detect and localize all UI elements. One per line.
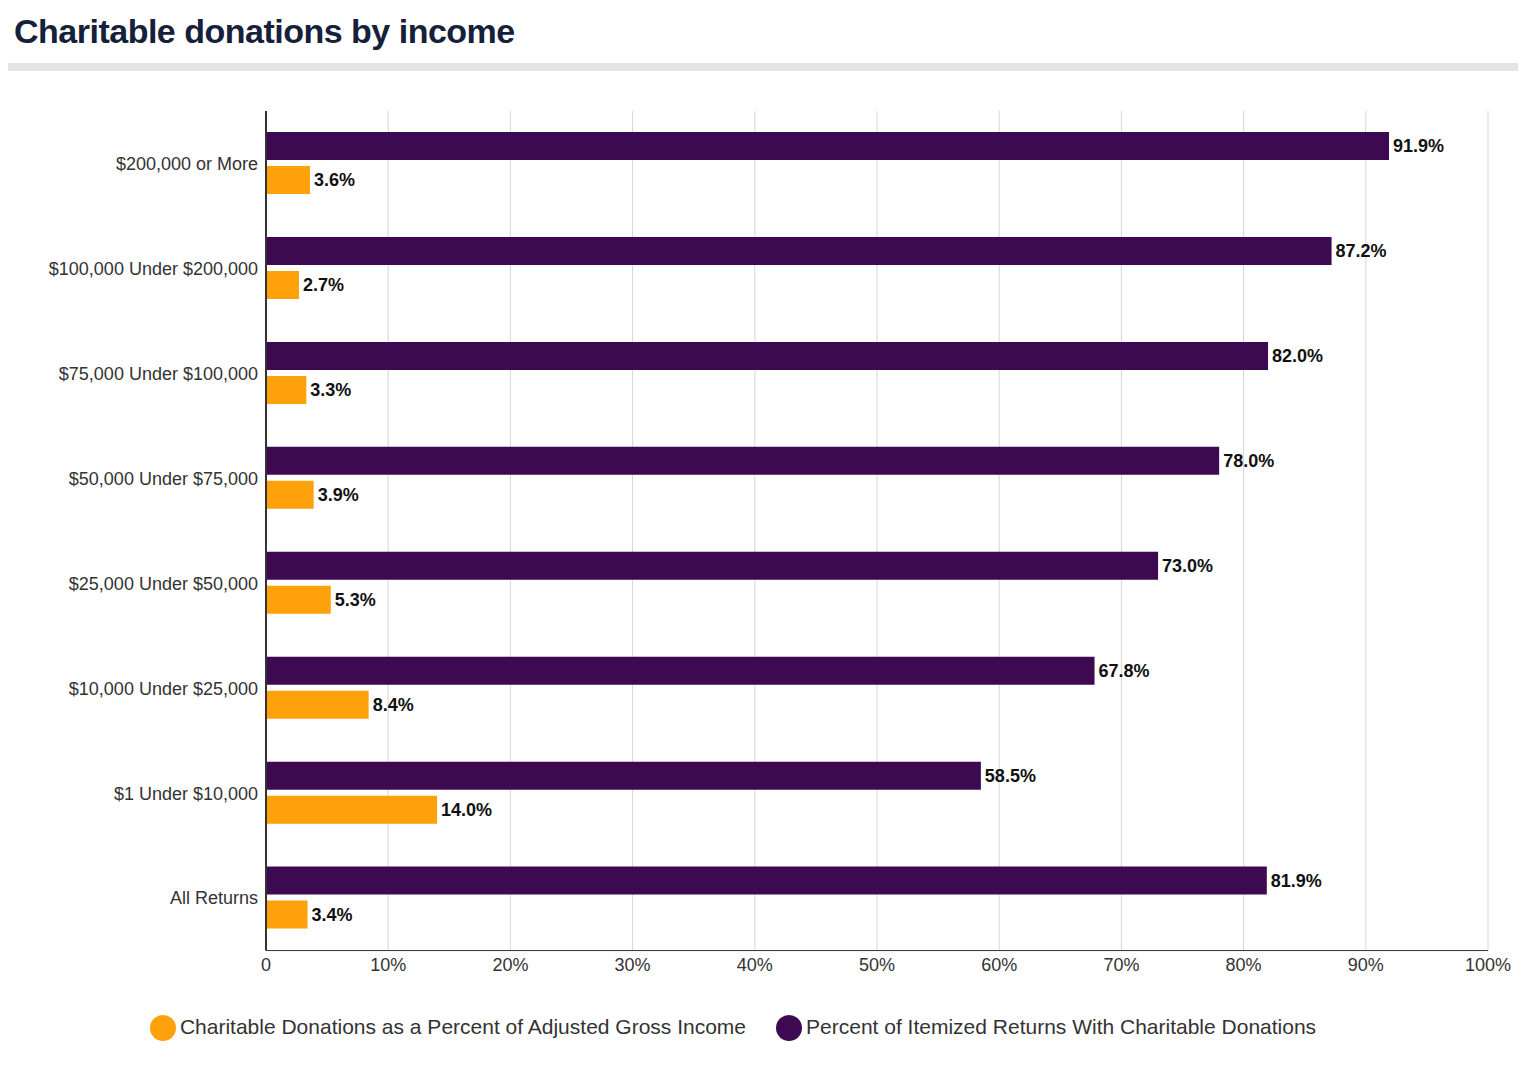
svg-text:100%: 100% <box>1465 955 1511 975</box>
svg-text:$10,000 Under $25,000: $10,000 Under $25,000 <box>69 679 258 699</box>
html-text:Charitable Donations as a Perc: Charitable Donations as a Percent of Adj… <box>179 1014 746 1038</box>
html-text:Percent of Itemized Returns Wi: Percent of Itemized Returns With Charita… <box>806 1014 1317 1038</box>
svg-text:58.5%: 58.5% <box>985 766 1036 786</box>
svg-text:All Returns: All Returns <box>170 888 258 908</box>
svg-text:30%: 30% <box>615 955 651 975</box>
svg-text:90%: 90% <box>1348 955 1384 975</box>
svg-text:60%: 60% <box>981 955 1017 975</box>
svg-text:$25,000 Under $50,000: $25,000 Under $50,000 <box>69 574 258 594</box>
svg-text:2.7%: 2.7% <box>303 275 344 295</box>
svg-text:3.4%: 3.4% <box>312 905 353 925</box>
svg-text:20%: 20% <box>492 955 528 975</box>
svg-text:70%: 70% <box>1103 955 1139 975</box>
svg-text:50%: 50% <box>859 955 895 975</box>
svg-text:$75,000 Under $100,000: $75,000 Under $100,000 <box>59 364 258 384</box>
html-text:Charitable donations by income: Charitable donations by income <box>14 12 515 50</box>
svg-text:87.2%: 87.2% <box>1336 241 1387 261</box>
svg-text:81.9%: 81.9% <box>1271 871 1322 891</box>
svg-text:8.4%: 8.4% <box>373 695 414 715</box>
svg-text:0: 0 <box>261 955 271 975</box>
svg-text:73.0%: 73.0% <box>1162 556 1213 576</box>
svg-text:80%: 80% <box>1226 955 1262 975</box>
svg-text:91.9%: 91.9% <box>1393 136 1444 156</box>
svg-text:78.0%: 78.0% <box>1223 451 1274 471</box>
svg-text:$100,000 Under $200,000: $100,000 Under $200,000 <box>49 259 258 279</box>
svg-text:3.6%: 3.6% <box>314 170 355 190</box>
svg-text:3.3%: 3.3% <box>310 380 351 400</box>
svg-text:$50,000 Under $75,000: $50,000 Under $75,000 <box>69 469 258 489</box>
svg-text:40%: 40% <box>737 955 773 975</box>
svg-text:82.0%: 82.0% <box>1272 346 1323 366</box>
svg-text:$1 Under $10,000: $1 Under $10,000 <box>114 784 258 804</box>
svg-text:5.3%: 5.3% <box>335 590 376 610</box>
svg-text:67.8%: 67.8% <box>1099 661 1150 681</box>
svg-text:10%: 10% <box>370 955 406 975</box>
svg-text:14.0%: 14.0% <box>441 800 492 820</box>
svg-text:3.9%: 3.9% <box>318 485 359 505</box>
svg-text:$200,000 or More: $200,000 or More <box>116 154 258 174</box>
